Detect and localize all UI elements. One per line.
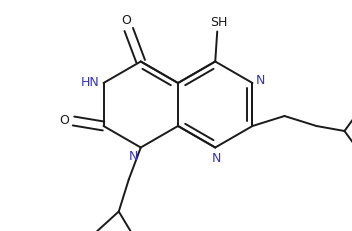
Text: O: O [121,13,131,27]
Text: SH: SH [210,15,228,28]
Text: N: N [128,151,138,164]
Text: HN: HN [81,76,100,88]
Text: N: N [256,75,265,88]
Text: O: O [59,115,70,128]
Text: N: N [212,152,221,164]
